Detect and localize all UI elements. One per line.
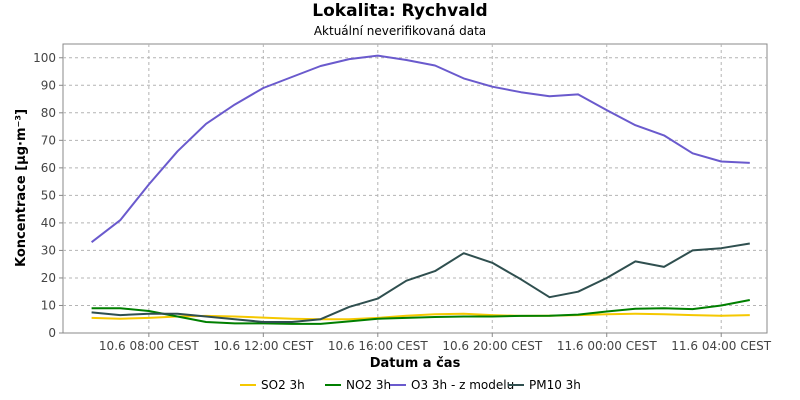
y-axis-label: Koncentrace [µg·m⁻³] xyxy=(14,109,29,267)
y-tick-label: 0 xyxy=(48,326,56,340)
y-tick-label: 100 xyxy=(33,51,56,65)
x-tick-label: 10.6 08:00 CEST xyxy=(99,339,200,353)
x-tick-label: 10.6 16:00 CEST xyxy=(328,339,429,353)
y-tick-label: 50 xyxy=(41,188,56,202)
chart-subtitle: Aktuální neverifikovaná data xyxy=(313,24,487,38)
y-tick-label: 10 xyxy=(41,298,56,312)
series-line-o3-3h-z-modelu xyxy=(90,54,750,243)
x-tick-label: 10.6 20:00 CEST xyxy=(442,339,543,353)
x-tick-label: 10.6 12:00 CEST xyxy=(213,339,314,353)
x-axis-label: Datum a čas xyxy=(370,356,461,371)
series-line-no2-3h xyxy=(91,299,750,325)
legend-label: NO2 3h xyxy=(346,378,391,392)
x-tick-label: 11.6 00:00 CEST xyxy=(557,339,658,353)
legend-label: PM10 3h xyxy=(529,378,581,392)
y-tick-label: 60 xyxy=(41,161,56,175)
y-tick-label: 70 xyxy=(41,133,56,147)
series-lines xyxy=(90,54,750,325)
grid-lines xyxy=(63,44,767,333)
y-tick-label: 80 xyxy=(41,106,56,120)
y-tick-label: 30 xyxy=(41,243,56,257)
y-tick-label: 20 xyxy=(41,271,56,285)
legend: SO2 3h NO2 3h O3 3h - z modelu PM10 3h xyxy=(240,378,581,392)
y-tick-label: 90 xyxy=(41,78,56,92)
legend-label: SO2 3h xyxy=(261,378,305,392)
chart-title: Lokalita: Rychvald xyxy=(312,1,488,21)
plot-area xyxy=(62,43,768,334)
legend-label: O3 3h - z modelu xyxy=(411,378,514,392)
x-tick-label: 11.6 04:00 CEST xyxy=(671,339,772,353)
series-line-pm10-3h xyxy=(91,242,750,323)
y-tick-label: 40 xyxy=(41,216,56,230)
y-axis: 0 10 20 30 40 50 60 70 80 90 100 xyxy=(33,51,63,340)
x-axis: 10.6 08:00 CEST 10.6 12:00 CEST 10.6 16:00… xyxy=(99,333,772,353)
